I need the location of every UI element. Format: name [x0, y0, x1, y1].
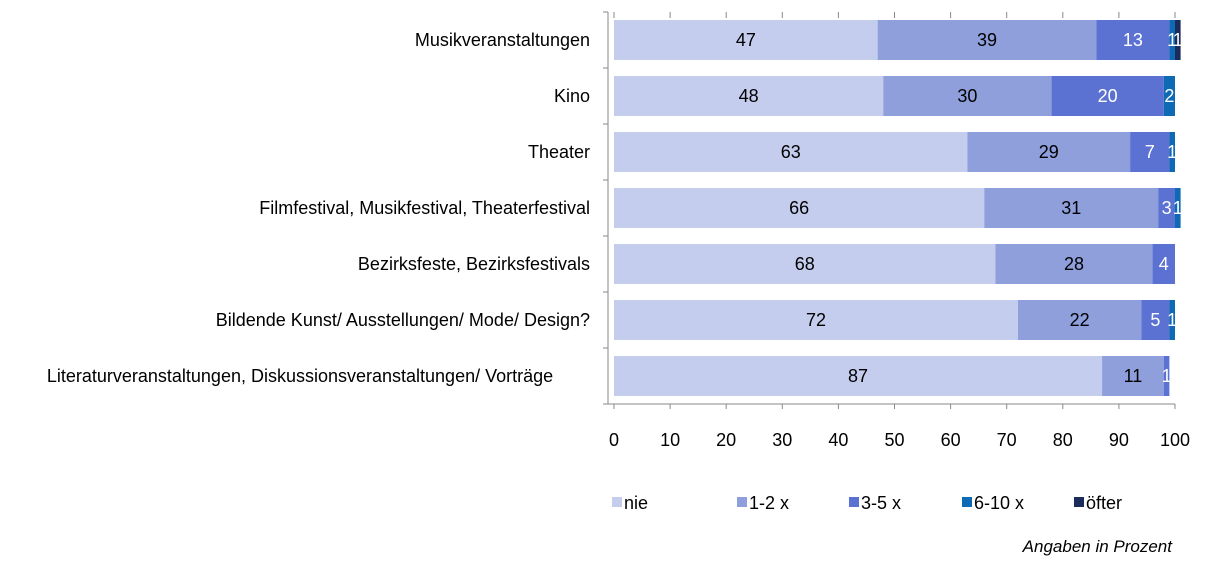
legend-swatch — [737, 497, 747, 507]
data-label: 5 — [1150, 310, 1160, 330]
data-label: 31 — [1061, 198, 1081, 218]
data-label: 11 — [1124, 366, 1143, 386]
bar-segment — [1169, 20, 1175, 60]
bar-segment — [1163, 356, 1170, 396]
legend-label: 3-5 x — [861, 493, 901, 513]
data-label: 1 — [1162, 366, 1172, 386]
data-label: 63 — [781, 142, 801, 162]
category-text: Literaturveranstaltungen, Diskussionsver… — [46, 366, 554, 386]
data-label: 28 — [1064, 254, 1084, 274]
data-label: 13 — [1123, 30, 1143, 50]
x-tick-label: 70 — [997, 430, 1017, 450]
data-label: 1 — [1167, 142, 1177, 162]
category-text: Kino — [553, 86, 590, 106]
category-text: Filmfestival, Musikfestival, Theaterfest… — [259, 198, 590, 218]
bar-segment — [1169, 300, 1175, 340]
data-label: 39 — [977, 30, 997, 50]
bar-segment — [614, 76, 884, 116]
legend-label: öfter — [1086, 493, 1122, 513]
bar-segment — [614, 20, 878, 60]
x-tick-label: 80 — [1053, 430, 1073, 450]
bar-segment — [1163, 76, 1175, 116]
data-label: 1 — [1173, 30, 1183, 50]
bar-segment — [1158, 188, 1175, 228]
category-label: Kino — [0, 85, 590, 107]
category-label: Filmfestival, Musikfestival, Theaterfest… — [0, 197, 590, 219]
data-label: 1 — [1167, 30, 1177, 50]
bar-segment — [1175, 188, 1181, 228]
data-label: 72 — [806, 310, 826, 330]
bar-segment — [967, 132, 1131, 172]
bar-segment — [1141, 300, 1170, 340]
x-tick-label: 10 — [660, 430, 680, 450]
data-label: 3 — [1162, 198, 1172, 218]
data-label: 68 — [795, 254, 815, 274]
data-label: 30 — [957, 86, 977, 106]
legend-label: 6-10 x — [974, 493, 1024, 513]
data-label: 66 — [789, 198, 809, 218]
data-label: 48 — [739, 86, 759, 106]
category-label: Musikveranstaltungen — [0, 29, 590, 51]
legend-swatch — [962, 497, 972, 507]
x-tick-label: 30 — [772, 430, 792, 450]
category-label: Bezirksfeste, Bezirksfestivals — [0, 253, 590, 275]
x-tick-label: 0 — [609, 430, 619, 450]
bar-segment — [1175, 20, 1181, 60]
data-label: 29 — [1039, 142, 1059, 162]
bar-segment — [614, 300, 1018, 340]
category-label: Literaturveranstaltungen, Diskussionsver… — [0, 365, 590, 387]
bar-segment — [1152, 244, 1175, 284]
category-text: Theater — [527, 142, 590, 162]
data-label: 1 — [1173, 198, 1183, 218]
bar-segment — [1096, 20, 1170, 60]
bar-segment — [883, 76, 1052, 116]
category-text: Bezirksfeste, Bezirksfestivals — [357, 254, 590, 274]
bar-segment — [1051, 76, 1164, 116]
x-tick-label: 20 — [716, 430, 736, 450]
bar-segment — [614, 132, 968, 172]
data-label: 7 — [1145, 142, 1155, 162]
legend-label: nie — [624, 493, 648, 513]
data-label: 4 — [1159, 254, 1169, 274]
legend-swatch — [849, 497, 859, 507]
bar-segment — [877, 20, 1097, 60]
bar-segment — [995, 244, 1153, 284]
category-label: Theater — [0, 141, 590, 163]
legend-label: 1-2 x — [749, 493, 789, 513]
legend-swatch — [612, 497, 622, 507]
bar-segment — [1130, 132, 1170, 172]
bar-segment — [614, 188, 985, 228]
bar-segment — [984, 188, 1159, 228]
x-tick-label: 50 — [884, 430, 904, 450]
x-tick-label: 90 — [1109, 430, 1129, 450]
x-tick-label: 60 — [941, 430, 961, 450]
data-label: 47 — [736, 30, 756, 50]
bar-segment — [1169, 132, 1175, 172]
category-text: Bildende Kunst/ Ausstellungen/ Mode/ Des… — [215, 310, 590, 330]
data-label: 22 — [1070, 310, 1090, 330]
bar-segment — [1102, 356, 1164, 396]
x-tick-label: 40 — [828, 430, 848, 450]
data-label: 20 — [1098, 86, 1118, 106]
x-tick-label: 100 — [1160, 430, 1190, 450]
bar-segment — [1017, 300, 1142, 340]
note: Angaben in Prozent — [1022, 537, 1172, 556]
category-label: Bildende Kunst/ Ausstellungen/ Mode/ Des… — [0, 309, 590, 331]
data-label: 2 — [1164, 86, 1174, 106]
bar-segment — [614, 356, 1103, 396]
data-label: 1 — [1167, 310, 1177, 330]
bar-segment — [614, 244, 996, 284]
data-label: 87 — [848, 366, 868, 386]
legend-swatch — [1074, 497, 1084, 507]
category-text: Musikveranstaltungen — [414, 30, 590, 50]
